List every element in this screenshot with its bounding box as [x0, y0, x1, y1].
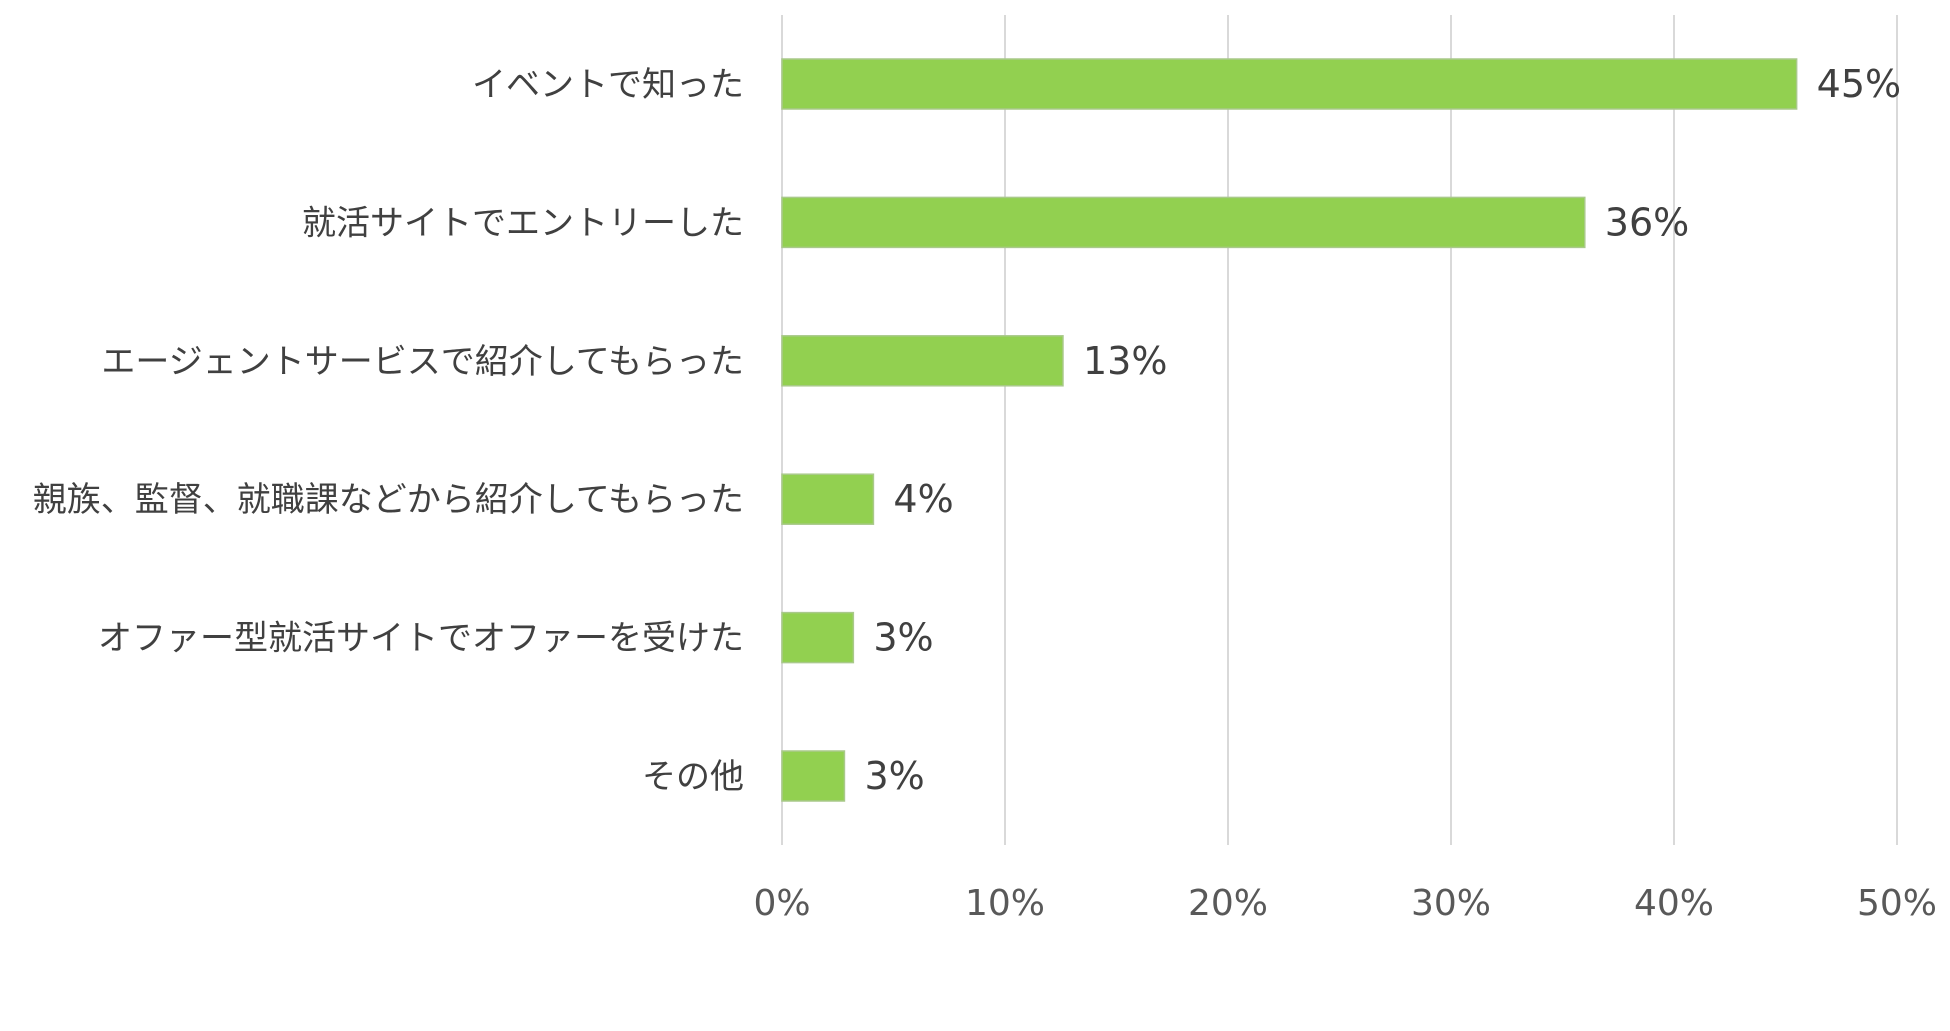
bar — [781, 196, 1586, 249]
data-labels: 45% 36% 13% 4% 3% 3% — [864, 62, 1901, 798]
gridlines — [781, 15, 1898, 845]
bar — [781, 611, 855, 664]
bar — [781, 750, 846, 802]
data-label: 3% — [864, 754, 924, 798]
data-label: 45% — [1817, 62, 1901, 106]
category-label: 就活サイトでエントリーした — [302, 203, 744, 243]
data-label: 36% — [1605, 200, 1689, 244]
x-tick-label: 10% — [965, 883, 1045, 924]
x-tick-label: 30% — [1411, 883, 1491, 924]
category-labels: イベントで知った就活サイトでエントリーしたエージェントサービスで紹介してもらった… — [33, 65, 744, 797]
x-tick-label: 20% — [1188, 883, 1268, 924]
bar — [781, 58, 1798, 110]
category-label: その他 — [642, 757, 744, 797]
bar — [781, 473, 875, 525]
data-label: 3% — [873, 616, 933, 660]
data-label: 13% — [1083, 339, 1167, 383]
category-label: 親族、監督、就職課などから紹介してもらった — [33, 480, 744, 520]
category-label: オファー型就活サイトでオファーを受けた — [98, 619, 744, 659]
x-tick-label: 40% — [1634, 883, 1714, 924]
bars — [781, 58, 1798, 802]
data-label: 4% — [893, 477, 953, 521]
x-tick-label: 50% — [1857, 883, 1937, 924]
bar — [781, 335, 1064, 387]
x-tick-label: 0% — [753, 883, 810, 924]
category-label: イベントで知った — [472, 65, 744, 105]
x-axis-tick-labels: 0% 10% 20% 30% 40% 50% — [753, 883, 1937, 924]
category-label: エージェントサービスで紹介してもらった — [101, 342, 744, 382]
